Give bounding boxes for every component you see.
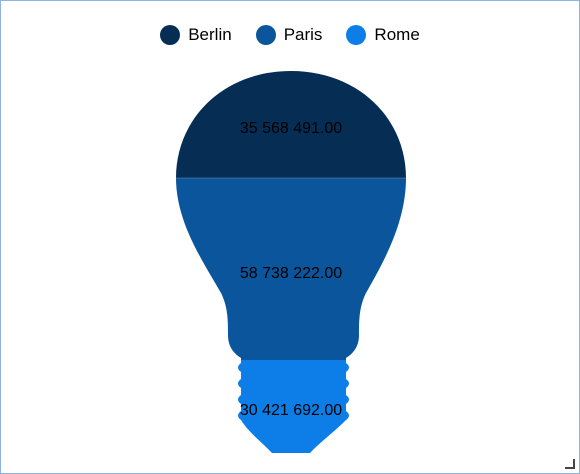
legend-marker-rome [346, 25, 367, 45]
legend-label-paris: Paris [283, 25, 323, 44]
legend-item-berlin[interactable]: Berlin [160, 25, 232, 45]
legend-item-rome[interactable]: Rome [346, 25, 420, 45]
legend-label-berlin: Berlin [188, 25, 232, 44]
legend-marker-paris [255, 25, 276, 45]
data-label-rome: 30 421 692.00 [240, 402, 342, 419]
data-label-berlin: 35 568 491.00 [240, 120, 342, 137]
legend-label-rome: Rome [374, 25, 420, 44]
resize-handle[interactable] [565, 459, 575, 469]
legend: Berlin Paris Rome [1, 25, 579, 45]
data-label-paris: 58 738 222.00 [240, 265, 342, 282]
legend-item-paris[interactable]: Paris [255, 25, 323, 45]
legend-marker-berlin [160, 25, 181, 45]
